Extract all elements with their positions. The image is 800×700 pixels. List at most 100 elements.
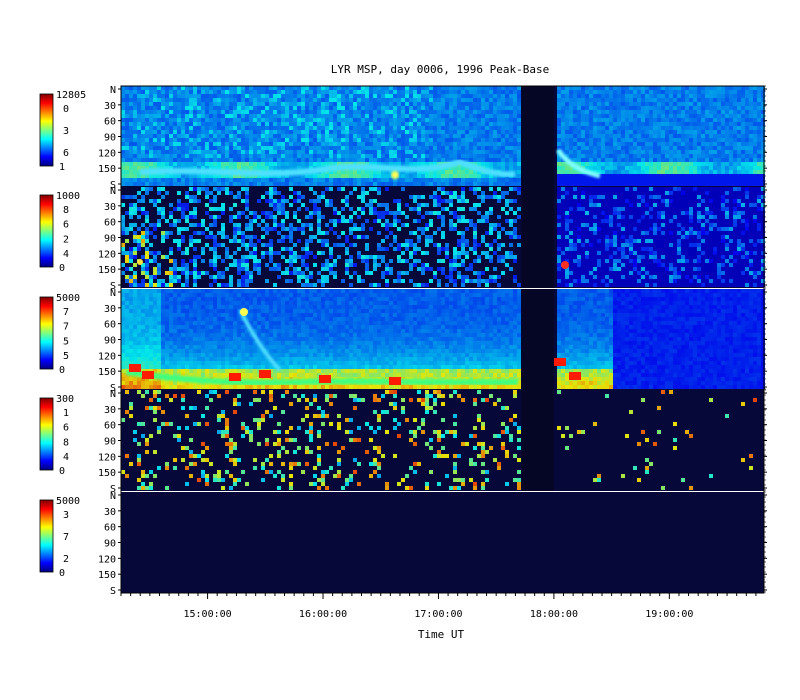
auroral-arc (139, 158, 516, 178)
heatmap-cell (229, 122, 233, 126)
heatmap-cell (645, 94, 649, 98)
heatmap-cell (441, 154, 445, 158)
heatmap-cell (485, 94, 489, 98)
heatmap-cell (285, 114, 289, 118)
heatmap-cell (181, 174, 185, 178)
heatmap-cell (241, 106, 245, 110)
heatmap-cell (409, 158, 413, 162)
heatmap-cell (329, 110, 333, 114)
heatmap-cell (125, 90, 129, 94)
heatmap-cell (649, 166, 653, 170)
heatmap-cell (561, 86, 565, 90)
heatmap-cell (309, 122, 313, 126)
heatmap-cell (729, 170, 733, 174)
heatmap-cell (429, 154, 433, 158)
heatmap-cell (361, 158, 365, 162)
heatmap-cell (333, 122, 337, 126)
heatmap-cell (753, 170, 757, 174)
heatmap-cell (205, 122, 209, 126)
heatmap-cell (709, 178, 713, 182)
heatmap-cell (197, 182, 201, 186)
heatmap-cell (305, 134, 309, 138)
heatmap-cell (353, 187, 357, 191)
heatmap-cell (309, 166, 313, 170)
heatmap-cell (265, 106, 269, 110)
heatmap-cell (149, 150, 153, 154)
heatmap-cell (193, 126, 197, 130)
heatmap-cell (417, 142, 421, 146)
heatmap-cell (469, 142, 473, 146)
heatmap-cell (297, 150, 301, 154)
heatmap-cell (741, 182, 745, 186)
heatmap-cell (269, 162, 273, 166)
heatmap-cell (465, 122, 469, 126)
heatmap-cell (149, 178, 153, 182)
heatmap-cell (637, 90, 641, 94)
heatmap-cell (497, 86, 501, 90)
heatmap-cell (325, 130, 329, 134)
heatmap-cell (453, 130, 457, 134)
heatmap-cell (505, 122, 509, 126)
heatmap-cell (157, 223, 161, 227)
heatmap-cell (713, 86, 717, 90)
heatmap-cell (141, 90, 145, 94)
heatmap-cell (457, 110, 461, 114)
heatmap-cell (697, 174, 701, 178)
heatmap-cell (485, 126, 489, 130)
keogram-panels: N306090120150SN306090120150SN30609012015… (98, 85, 767, 597)
heatmap-cell (485, 255, 489, 259)
heatmap-cell (221, 114, 225, 118)
heatmap-cell (409, 154, 413, 158)
heatmap-cell (401, 170, 405, 174)
heatmap-cell (245, 150, 249, 154)
heatmap-cell (561, 94, 565, 98)
heatmap-cell (701, 86, 705, 90)
heatmap-cell (453, 158, 457, 162)
heatmap-cell (389, 130, 393, 134)
heatmap-cell (309, 142, 313, 146)
heatmap-cell (349, 126, 353, 130)
heatmap-cell (641, 110, 645, 114)
heatmap-cell (469, 106, 473, 110)
heatmap-cell (137, 178, 141, 182)
heatmap-cell (713, 94, 717, 98)
heatmap-cell (189, 271, 193, 275)
heatmap-cell (277, 178, 281, 182)
heatmap-cell (169, 251, 173, 255)
heatmap-cell (761, 98, 765, 102)
heatmap-cell (433, 98, 437, 102)
heatmap-cell (177, 178, 181, 182)
heatmap-cell (441, 215, 445, 219)
heatmap-cell (341, 178, 345, 182)
heatmap-cell (157, 251, 161, 255)
heatmap-cell (585, 122, 589, 126)
heatmap-cell (381, 150, 385, 154)
heatmap-cell (405, 90, 409, 94)
heatmap-cell (273, 98, 277, 102)
heatmap-cell (717, 150, 721, 154)
heatmap-cell (665, 138, 669, 142)
heatmap-cell (489, 247, 493, 251)
heatmap-cell (685, 110, 689, 114)
heatmap-cell (253, 259, 257, 263)
heatmap-cell (297, 98, 301, 102)
heatmap-cell (313, 102, 317, 106)
heatmap-cell (289, 114, 293, 118)
heatmap-cell (373, 255, 377, 259)
heatmap-cell (233, 106, 237, 110)
heatmap-cell (317, 211, 321, 215)
y-tick-label: 60 (104, 117, 116, 128)
heatmap-cell (469, 263, 473, 267)
heatmap-cell (273, 158, 277, 162)
heatmap-cell (309, 162, 313, 166)
heatmap-cell (573, 150, 577, 154)
heatmap-cell (301, 138, 305, 142)
heatmap-cell (133, 138, 137, 142)
heatmap-cell (745, 138, 749, 142)
heatmap-cell (301, 195, 305, 199)
heatmap-cell (161, 142, 165, 146)
heatmap-cell (201, 114, 205, 118)
heatmap-cell (125, 138, 129, 142)
heatmap-cell (165, 178, 169, 182)
heatmap-cell (469, 178, 473, 182)
